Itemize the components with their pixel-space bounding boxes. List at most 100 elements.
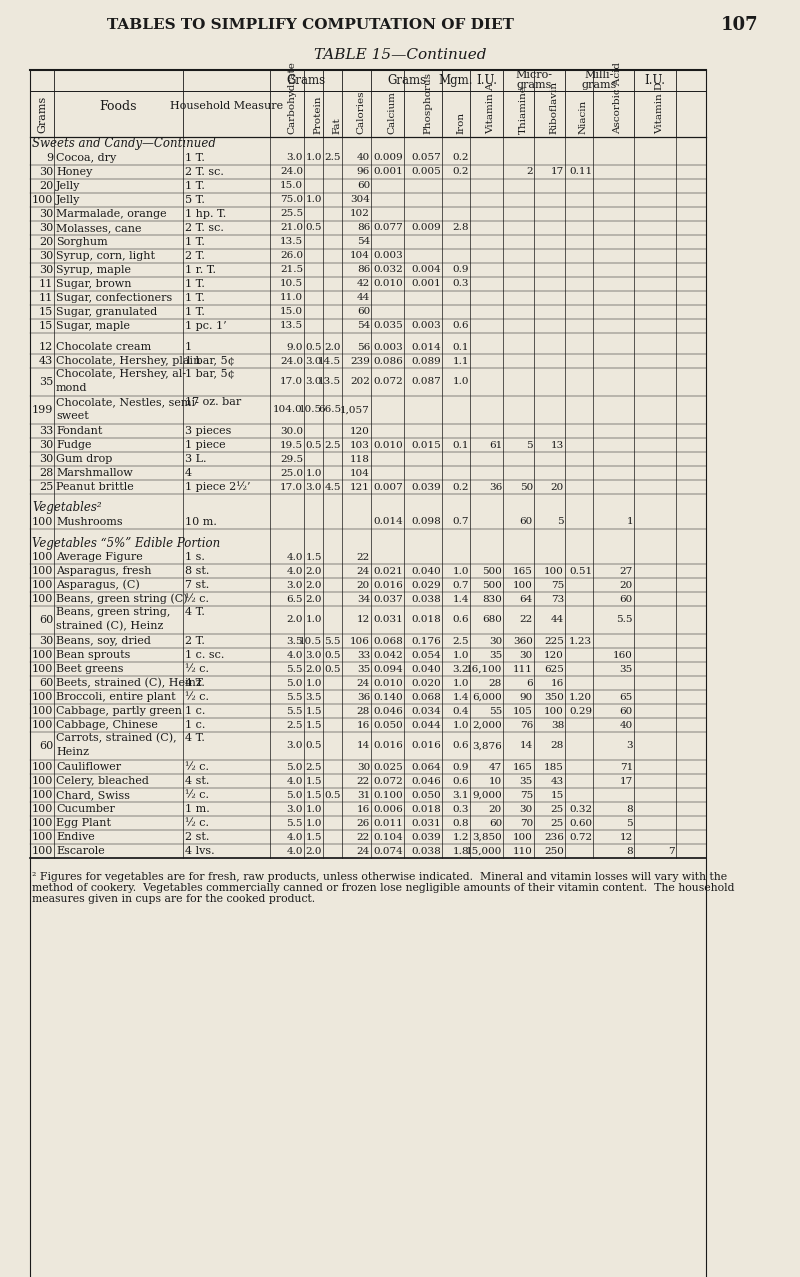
Text: 1 piece 2½’: 1 piece 2½’: [185, 481, 250, 493]
Text: 500: 500: [482, 581, 502, 590]
Text: 105: 105: [513, 706, 533, 715]
Text: 100: 100: [513, 581, 533, 590]
Text: 25: 25: [550, 805, 564, 813]
Text: 24: 24: [357, 847, 370, 856]
Text: 100: 100: [32, 566, 53, 576]
Text: 28: 28: [357, 706, 370, 715]
Text: 21.5: 21.5: [280, 266, 303, 275]
Text: 104: 104: [350, 252, 370, 261]
Text: 104.0: 104.0: [274, 406, 303, 415]
Text: 19.5: 19.5: [280, 441, 303, 450]
Text: 0.8: 0.8: [453, 819, 469, 827]
Text: Cabbage, Chinese: Cabbage, Chinese: [56, 720, 158, 730]
Text: 64: 64: [520, 595, 533, 604]
Text: 1 c.: 1 c.: [185, 706, 206, 716]
Text: 60: 60: [38, 616, 53, 624]
Text: 14: 14: [357, 742, 370, 751]
Text: 1.20: 1.20: [569, 692, 592, 701]
Text: 28: 28: [38, 467, 53, 478]
Text: 15: 15: [550, 790, 564, 799]
Text: 65: 65: [620, 692, 633, 701]
Text: 5.5: 5.5: [286, 819, 303, 827]
Text: 24: 24: [357, 567, 370, 576]
Text: Jelly: Jelly: [56, 195, 80, 206]
Text: Riboflavin: Riboflavin: [550, 80, 558, 134]
Text: 0.7: 0.7: [453, 581, 469, 590]
Text: 29.5: 29.5: [280, 455, 303, 464]
Text: Grams: Grams: [37, 96, 47, 133]
Text: 2.8: 2.8: [453, 223, 469, 232]
Text: 56: 56: [357, 342, 370, 351]
Text: 1 c. sc.: 1 c. sc.: [185, 650, 224, 660]
Text: 47: 47: [489, 762, 502, 771]
Text: 680: 680: [482, 616, 502, 624]
Text: 165: 165: [513, 567, 533, 576]
Text: Foods: Foods: [100, 100, 138, 112]
Text: Egg Plant: Egg Plant: [56, 819, 111, 827]
Text: 0.021: 0.021: [374, 567, 403, 576]
Text: Celery, bleached: Celery, bleached: [56, 776, 149, 787]
Text: 1 T.: 1 T.: [185, 306, 205, 317]
Text: 0.087: 0.087: [411, 378, 441, 387]
Text: Calories: Calories: [357, 91, 366, 134]
Text: 0.046: 0.046: [374, 706, 403, 715]
Text: 0.016: 0.016: [374, 742, 403, 751]
Text: 8 st.: 8 st.: [185, 566, 210, 576]
Text: 111: 111: [513, 664, 533, 673]
Text: 75.0: 75.0: [280, 195, 303, 204]
Text: 35: 35: [357, 664, 370, 673]
Text: 20: 20: [489, 805, 502, 813]
Text: Sorghum: Sorghum: [56, 238, 108, 246]
Text: 100: 100: [32, 552, 53, 562]
Text: 1: 1: [626, 517, 633, 526]
Text: Gum drop: Gum drop: [56, 455, 112, 464]
Text: 0.005: 0.005: [411, 167, 441, 176]
Text: 0.057: 0.057: [411, 153, 441, 162]
Text: 0.077: 0.077: [374, 223, 403, 232]
Text: 22: 22: [357, 553, 370, 562]
Text: 30: 30: [489, 636, 502, 645]
Text: ² Figures for vegetables are for fresh, raw products, unless otherwise indicated: ² Figures for vegetables are for fresh, …: [32, 872, 727, 882]
Text: 20: 20: [550, 483, 564, 492]
Text: 0.046: 0.046: [411, 776, 441, 785]
Text: Grams: Grams: [387, 74, 426, 87]
Text: 0.010: 0.010: [374, 678, 403, 687]
Text: ½ c.: ½ c.: [185, 819, 209, 827]
Text: 15: 15: [38, 306, 53, 317]
Text: 3.0: 3.0: [306, 483, 322, 492]
Text: Honey: Honey: [56, 167, 92, 178]
Text: 1.0: 1.0: [306, 678, 322, 687]
Text: 165: 165: [513, 762, 533, 771]
Text: 0.4: 0.4: [453, 706, 469, 715]
Text: 17: 17: [550, 167, 564, 176]
Text: 10: 10: [489, 776, 502, 785]
Text: 10.5: 10.5: [299, 406, 322, 415]
Text: 0.007: 0.007: [374, 483, 403, 492]
Text: 121: 121: [350, 483, 370, 492]
Text: I.U.: I.U.: [645, 74, 666, 87]
Text: 9.0: 9.0: [286, 342, 303, 351]
Text: 4.0: 4.0: [286, 847, 303, 856]
Text: 0.032: 0.032: [374, 266, 403, 275]
Text: 0.2: 0.2: [453, 167, 469, 176]
Text: 104: 104: [350, 469, 370, 478]
Text: 5.0: 5.0: [286, 678, 303, 687]
Text: 500: 500: [482, 567, 502, 576]
Text: 1.2: 1.2: [453, 833, 469, 842]
Text: 0.010: 0.010: [374, 441, 403, 450]
Text: Chard, Swiss: Chard, Swiss: [56, 790, 130, 799]
Text: sweet: sweet: [56, 411, 89, 421]
Text: 100: 100: [32, 819, 53, 827]
Text: 13.5: 13.5: [318, 378, 341, 387]
Text: Carrots, strained (C),: Carrots, strained (C),: [56, 733, 177, 743]
Text: 0.039: 0.039: [411, 833, 441, 842]
Text: 90: 90: [520, 692, 533, 701]
Text: 0.035: 0.035: [374, 322, 403, 331]
Text: 5.0: 5.0: [286, 790, 303, 799]
Text: 30: 30: [38, 266, 53, 275]
Text: 0.016: 0.016: [411, 742, 441, 751]
Text: 35: 35: [38, 377, 53, 387]
Text: 0.11: 0.11: [569, 167, 592, 176]
Text: 1 T.: 1 T.: [185, 238, 205, 246]
Text: 3.2: 3.2: [453, 664, 469, 673]
